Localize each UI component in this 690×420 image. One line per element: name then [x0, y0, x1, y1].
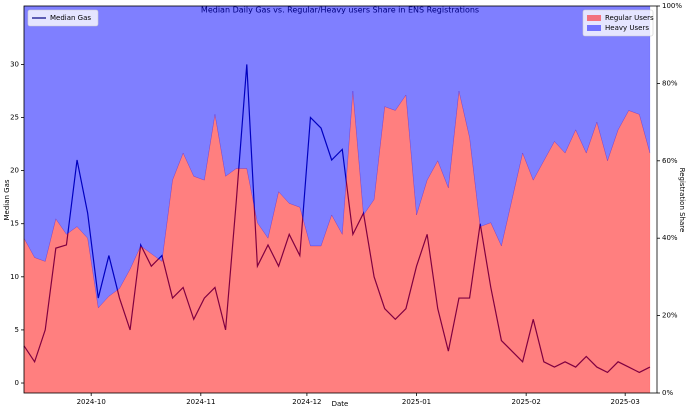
plot-frame: [23, 5, 658, 394]
y-tick-label: 0: [15, 379, 19, 387]
legend-swatch: [587, 15, 601, 21]
x-tick-label: 2025-02: [512, 398, 541, 406]
x-tick-label: 2024-12: [292, 398, 321, 406]
y-tick-label: 30: [10, 60, 19, 68]
y2-tick-label: 20%: [662, 312, 678, 320]
legend: Median Gas: [27, 9, 99, 27]
y2-tick-label: 0%: [662, 389, 673, 397]
legend-box: [27, 9, 99, 27]
y-axis-label: Median Gas: [3, 179, 11, 220]
x-tick-label: 2025-01: [402, 398, 431, 406]
x-tick-label: 2024-10: [77, 398, 106, 406]
y-tick-label: 20: [10, 167, 19, 175]
y2-tick-label: 40%: [662, 234, 678, 242]
y-tick-label: 10: [10, 273, 19, 281]
y-tick-label: 5: [15, 326, 19, 334]
y-tick-label: 25: [10, 114, 19, 122]
y2-axis-label: Registration Share: [678, 168, 686, 233]
legend: Regular Users Heavy Users: [582, 9, 654, 37]
legend-label: Regular Users: [605, 14, 654, 22]
x-tick-label: 2024-11: [186, 398, 215, 406]
x-axis-label: Date: [332, 400, 349, 408]
y2-tick-label: 80%: [662, 79, 678, 87]
legend-label: Heavy Users: [605, 24, 649, 32]
y2-tick-label: 60%: [662, 157, 678, 165]
legend-label: Median Gas: [50, 14, 91, 22]
y-tick-label: 15: [10, 220, 19, 228]
y2-tick-label: 100%: [662, 2, 682, 10]
legend-swatch: [587, 25, 601, 31]
x-tick-label: 2025-03: [611, 398, 640, 406]
